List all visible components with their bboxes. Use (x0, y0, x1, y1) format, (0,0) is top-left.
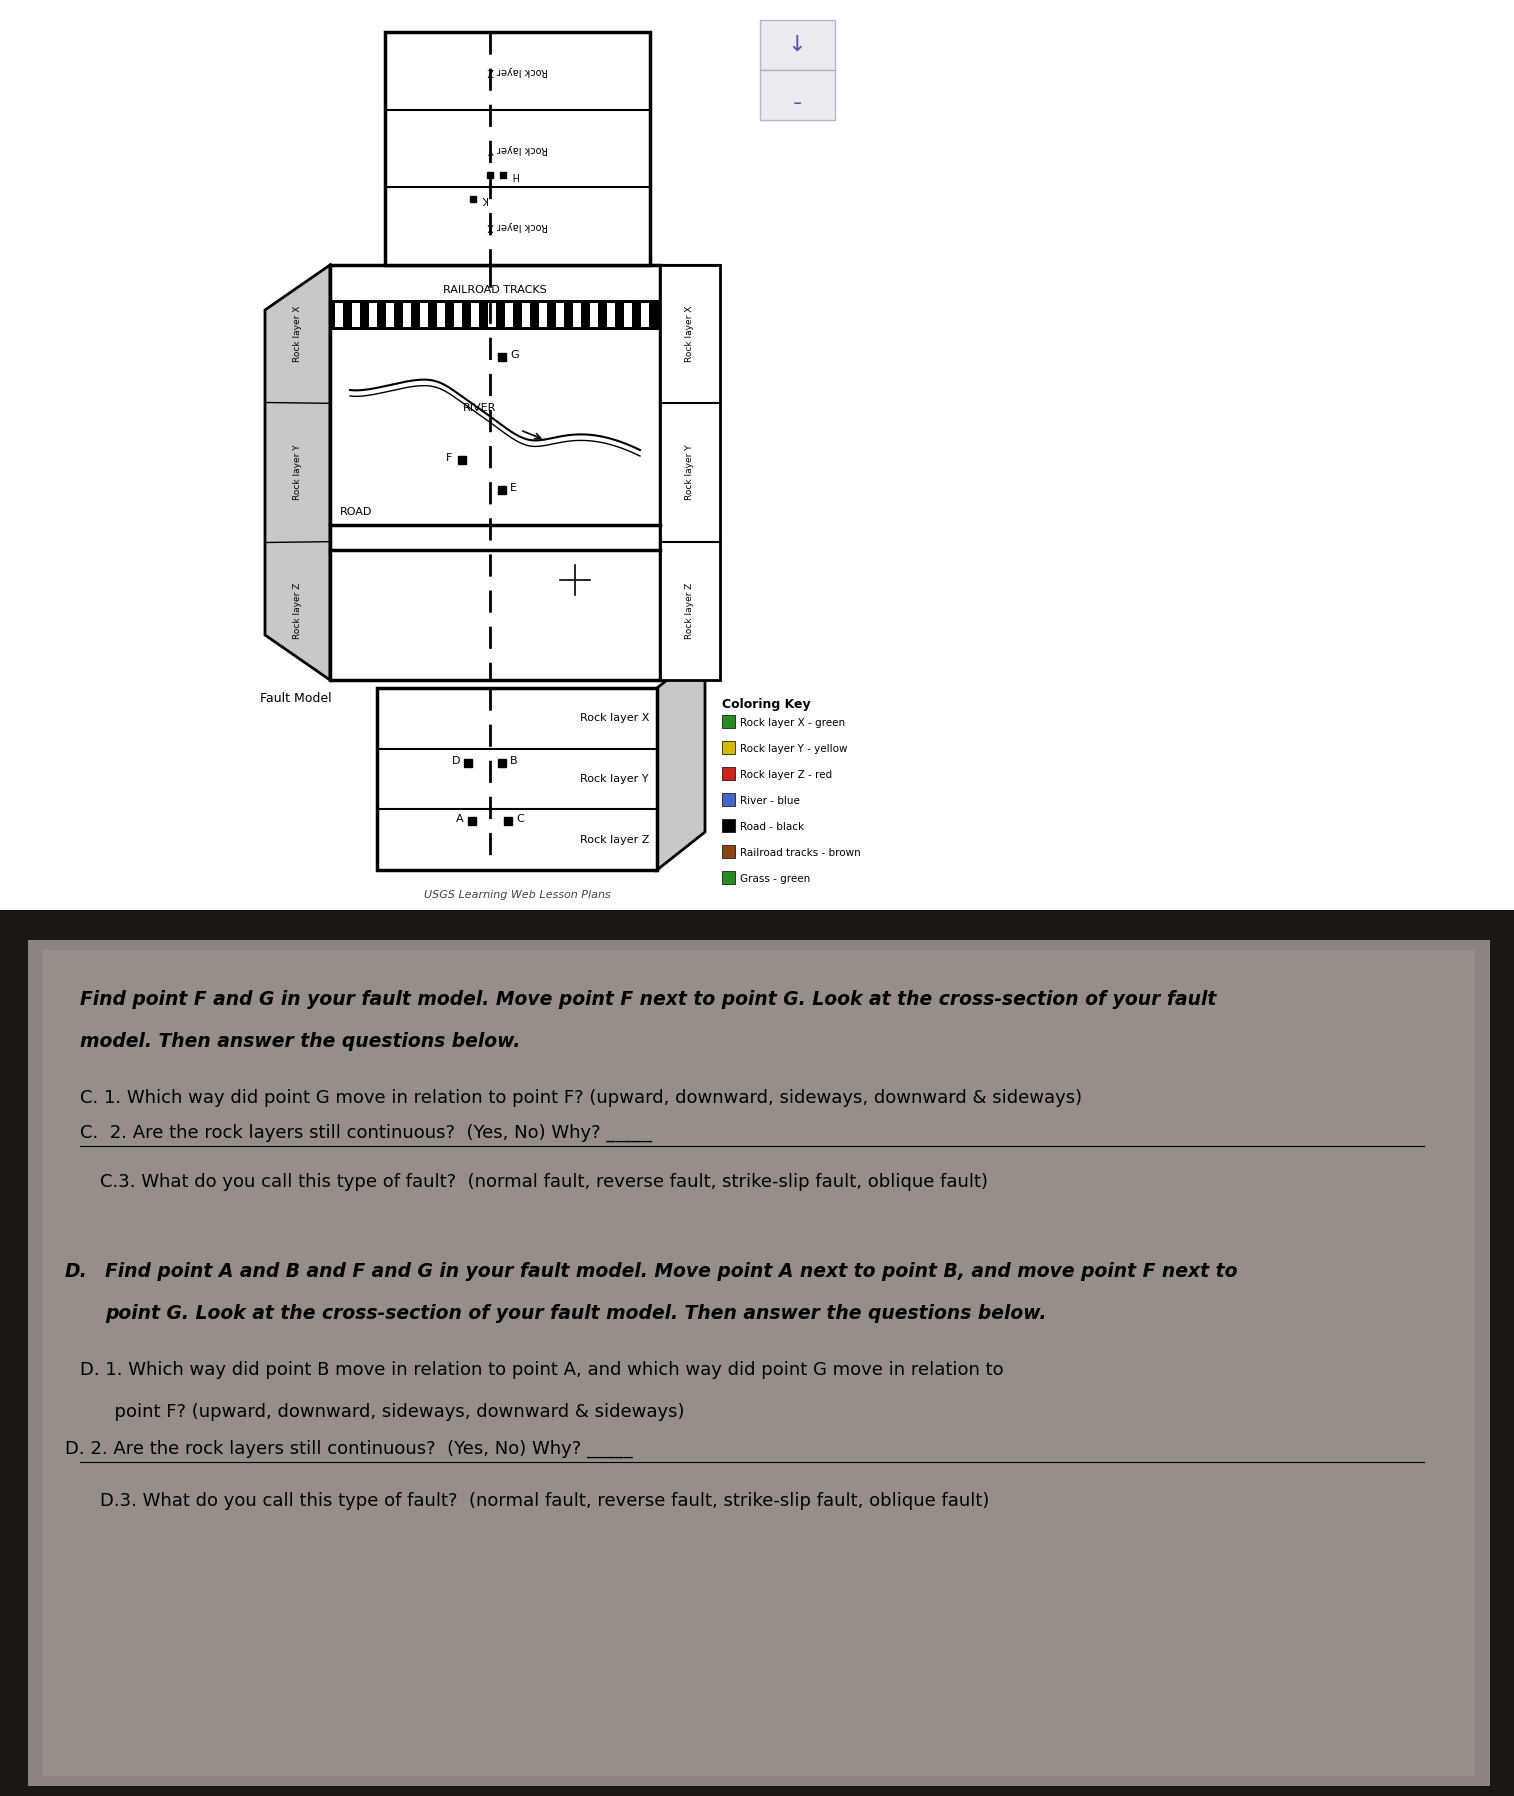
Text: Rock layer Y: Rock layer Y (488, 144, 548, 153)
Text: USGS Learning Web Lesson Plans: USGS Learning Web Lesson Plans (424, 891, 610, 900)
Text: Rock layer Z - red: Rock layer Z - red (740, 770, 833, 779)
Text: Rock layer Z: Rock layer Z (580, 835, 650, 844)
Text: Rock layer X: Rock layer X (488, 221, 548, 232)
Text: point G. Look at the cross-section of your fault model. Then answer the question: point G. Look at the cross-section of yo… (104, 1304, 1046, 1324)
Text: Rock layer X: Rock layer X (686, 305, 695, 363)
Bar (607, 304, 615, 327)
Text: Rock layer X - green: Rock layer X - green (740, 718, 845, 727)
Bar (760, 20, 836, 70)
Polygon shape (265, 266, 330, 681)
Text: Coloring Key: Coloring Key (722, 699, 810, 711)
Bar (369, 304, 377, 327)
Bar (722, 794, 734, 806)
Polygon shape (650, 266, 721, 280)
Text: F: F (445, 453, 453, 463)
Text: Rock layer Y: Rock layer Y (292, 445, 301, 501)
Bar (335, 304, 344, 327)
Text: ↓: ↓ (787, 34, 807, 56)
Text: River - blue: River - blue (740, 796, 799, 806)
Text: Rock layer Y: Rock layer Y (580, 774, 650, 785)
Text: Railroad tracks - brown: Railroad tracks - brown (740, 848, 861, 858)
Bar (590, 304, 598, 327)
Text: K: K (481, 194, 488, 205)
Text: Rock layer Y: Rock layer Y (686, 445, 695, 501)
Text: RAILROAD TRACKS: RAILROAD TRACKS (444, 286, 547, 295)
Text: D. 1. Which way did point B move in relation to point A, and which way did point: D. 1. Which way did point B move in rela… (80, 1361, 1004, 1379)
Bar (0, 0, 1514, 911)
Text: Find point A and B and F and G in your fault model. Move point A next to point B: Find point A and B and F and G in your f… (104, 1263, 1237, 1281)
Text: G: G (510, 350, 519, 359)
Text: C: C (516, 814, 524, 824)
Text: D.: D. (65, 1263, 88, 1281)
Text: D.3. What do you call this type of fault?  (normal fault, reverse fault, strike-: D.3. What do you call this type of fault… (100, 1492, 989, 1510)
Text: A: A (456, 814, 463, 824)
Text: point F? (upward, downward, sideways, downward & sideways): point F? (upward, downward, sideways, do… (80, 1403, 684, 1421)
Bar (760, 70, 836, 120)
Bar (722, 715, 734, 727)
Bar (722, 819, 734, 832)
Bar (506, 304, 513, 327)
Bar (722, 767, 734, 779)
Bar (403, 304, 410, 327)
Polygon shape (657, 650, 706, 869)
Bar (572, 304, 581, 327)
Text: H: H (512, 171, 518, 180)
Text: Road - black: Road - black (740, 823, 804, 832)
Text: C.3. What do you call this type of fault?  (normal fault, reverse fault, strike-: C.3. What do you call this type of fault… (100, 1173, 989, 1191)
Text: Find point F and G in your fault model. Move point F next to point G. Look at th: Find point F and G in your fault model. … (80, 990, 1216, 1009)
Bar (722, 844, 734, 858)
Text: Rock layer X: Rock layer X (292, 305, 301, 363)
Text: E: E (510, 483, 516, 492)
Bar (27, 939, 1490, 1785)
Text: B: B (510, 756, 518, 765)
Text: E: E (593, 573, 601, 587)
Bar (722, 742, 734, 754)
Text: D: D (451, 756, 460, 765)
Bar (556, 304, 565, 327)
Bar (42, 950, 1475, 1776)
Bar (488, 304, 497, 327)
Bar (471, 304, 478, 327)
Text: D. 2. Are the rock layers still continuous?  (Yes, No) Why? _____: D. 2. Are the rock layers still continuo… (65, 1440, 633, 1458)
Bar (722, 871, 734, 884)
Bar (330, 300, 660, 330)
Text: RIVER: RIVER (463, 402, 497, 413)
Bar (640, 304, 650, 327)
Bar (454, 304, 462, 327)
Text: Rock layer Z: Rock layer Z (686, 582, 695, 639)
Bar (660, 266, 721, 681)
Text: Rock layer Y - yellow: Rock layer Y - yellow (740, 744, 848, 754)
Text: model. Then answer the questions below.: model. Then answer the questions below. (80, 1033, 521, 1051)
Bar (385, 32, 650, 266)
Text: Fault Model: Fault Model (260, 691, 332, 706)
Text: Rock layer Z: Rock layer Z (292, 582, 301, 639)
Text: N: N (569, 551, 580, 564)
Bar (539, 304, 547, 327)
Text: C.  2. Are the rock layers still continuous?  (Yes, No) Why? _____: C. 2. Are the rock layers still continuo… (80, 1124, 653, 1142)
Text: Grass - green: Grass - green (740, 875, 810, 884)
Text: ˍ: ˍ (792, 84, 802, 104)
Bar (377, 688, 657, 869)
Text: ROAD: ROAD (341, 506, 372, 517)
Bar (438, 304, 445, 327)
Text: Rock layer Z: Rock layer Z (488, 66, 548, 75)
Bar (386, 304, 394, 327)
Text: W: W (547, 573, 560, 587)
Text: C. 1. Which way did point G move in relation to point F? (upward, downward, side: C. 1. Which way did point G move in rela… (80, 1088, 1083, 1106)
Bar (330, 266, 660, 681)
Bar (419, 304, 428, 327)
Bar (351, 304, 360, 327)
Bar (522, 304, 530, 327)
Bar (0, 911, 1514, 1796)
Text: S: S (571, 596, 580, 609)
Bar (624, 304, 631, 327)
Text: Rock layer X: Rock layer X (580, 713, 650, 724)
